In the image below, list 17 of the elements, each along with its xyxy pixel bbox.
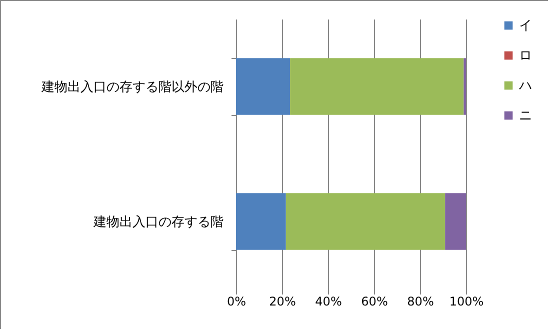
bar (286, 193, 446, 250)
bar (290, 58, 464, 115)
legend-label: ロ (519, 48, 532, 64)
x-tick-label: 20% (269, 294, 296, 308)
bar (236, 193, 286, 250)
legend-label: イ (519, 18, 532, 34)
y-tick-label: 建物出入口の存する階以外の階 (40, 80, 224, 95)
x-tick-label: 100% (449, 294, 484, 308)
legend-label: ハ (518, 78, 532, 94)
bar (445, 193, 466, 250)
y-tick-label: 建物出入口の存する階 (92, 215, 224, 230)
x-tick-label: 80% (407, 294, 434, 308)
legend-label: ニ (519, 108, 532, 124)
x-tick-label: 40% (315, 294, 342, 308)
x-tick-label: 60% (361, 294, 388, 308)
x-tick-label: 0% (226, 294, 246, 308)
bar (236, 58, 290, 115)
